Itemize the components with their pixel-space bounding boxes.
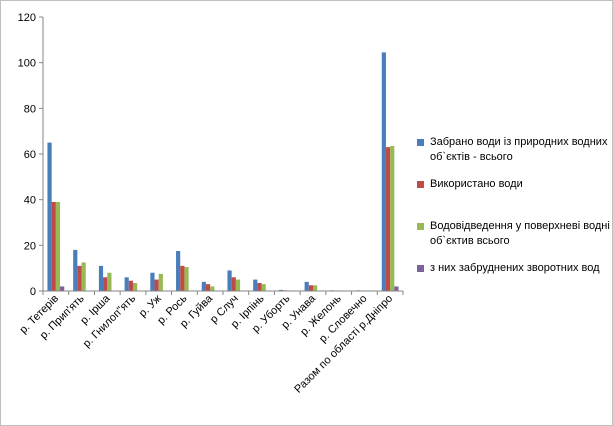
bar [390,146,395,291]
bar [154,279,159,291]
y-tick-label: 20 [24,240,36,252]
bar [257,283,262,291]
bar [184,267,189,291]
bar [98,265,104,291]
bar [381,52,386,292]
bar [51,201,56,291]
bar [60,286,65,291]
bars [47,52,399,292]
y-tick-label: 80 [24,103,36,115]
bar [253,279,258,291]
bar [107,272,112,291]
legend-swatch [417,181,424,188]
bar [150,272,155,291]
bar [128,280,133,291]
bar [231,277,236,291]
bar [394,286,399,291]
bar [47,142,52,291]
bar [201,281,206,291]
bar [73,249,78,291]
bar [313,285,318,291]
y-tick-label: 100 [18,58,36,70]
bar [81,262,86,291]
legend-label: з них забруднених зворотних вод [430,262,600,274]
legend-swatch [417,265,424,272]
bar [261,284,266,291]
bar [180,265,185,291]
legend-swatch [417,139,424,146]
y-tick-label: 60 [24,149,36,161]
y-tick-label: 0 [30,286,36,298]
bar [304,281,309,291]
bar [210,286,215,291]
bar [205,284,211,291]
bar [158,273,163,291]
legend-item: Водовідведення у поверхневі водні об`єкт… [417,219,612,249]
y-tick-label: 40 [24,195,36,207]
legend-label: Забрано води із природних водних об`єкті… [430,136,608,163]
legend-item: з них забруднених зворотних вод [417,261,612,276]
y-tick-label: 120 [18,12,36,24]
bar [308,285,313,291]
bar [124,277,129,291]
bar [235,279,241,291]
legend-item: Використано води [417,177,612,192]
bar [278,289,284,291]
legend-label: Водовідведення у поверхневі водні об`єкт… [430,220,610,247]
bar [77,265,82,291]
bar [103,277,108,291]
legend-item: Забрано води із природних водних об`єкті… [417,135,612,165]
bar [227,270,232,291]
legend-label: Використано води [430,178,523,190]
y-axis: 0 20 40 60 80 100 120 [18,12,44,298]
bar [133,283,138,291]
legend-swatch [417,223,424,230]
bar [176,251,181,291]
bar [55,201,61,291]
bar [385,147,391,291]
